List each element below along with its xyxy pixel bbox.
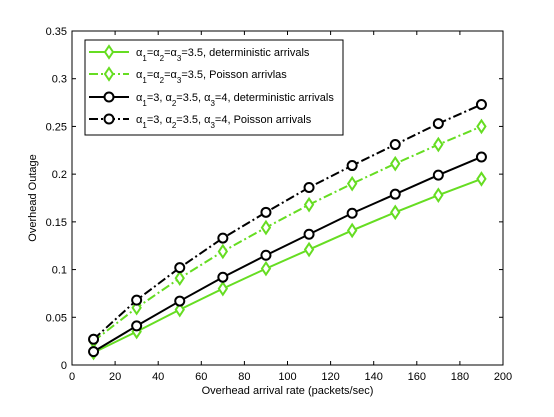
x-tick-label: 100 bbox=[278, 371, 296, 383]
legend: α1=α2=α3=3.5, deterministic arrivals α1=α… bbox=[84, 39, 344, 136]
series-layer bbox=[88, 98, 487, 361]
legend-label: α1=α2=α3=3.5, deterministic arrivals bbox=[136, 47, 310, 63]
legend-marker bbox=[103, 66, 115, 82]
diamond-marker bbox=[303, 241, 315, 258]
series-line bbox=[93, 156, 482, 353]
legend-entry: α1=3, α2=3.5, α3=4, deterministic arriva… bbox=[89, 91, 334, 108]
circle-marker bbox=[88, 346, 100, 358]
circle-marker bbox=[303, 182, 315, 194]
circle-marker bbox=[88, 333, 100, 345]
diamond-marker bbox=[433, 187, 444, 203]
x-axis-label: Overhead arrival rate (packets/sec) bbox=[202, 385, 374, 397]
circle-marker bbox=[217, 232, 229, 244]
diamond-marker bbox=[260, 219, 272, 236]
diamond-marker bbox=[476, 171, 487, 187]
legend-label: α1=3, α2=3.5, α3=4, Poisson arrivals bbox=[136, 114, 312, 130]
y-tick-label: 0.1 bbox=[52, 265, 67, 277]
circle-marker bbox=[432, 118, 444, 130]
circle-marker bbox=[217, 271, 229, 283]
diamond-marker bbox=[476, 118, 487, 135]
x-tick-label: 140 bbox=[365, 371, 383, 383]
legend-entry: α1=α2=α3=3.5, Poisson arrivlas bbox=[89, 66, 287, 85]
x-tick-label: 20 bbox=[109, 371, 121, 383]
x-tick-label: 0 bbox=[69, 371, 75, 383]
y-tick-label: 0.3 bbox=[52, 74, 67, 86]
y-tick-label: 0 bbox=[61, 360, 67, 372]
circle-marker bbox=[389, 139, 401, 151]
diamond-marker bbox=[260, 260, 272, 277]
y-tick-label: 0.25 bbox=[46, 121, 67, 133]
legend-entry: α1=3, α2=3.5, α3=4, Poisson arrivals bbox=[89, 113, 312, 130]
circle-marker bbox=[131, 294, 143, 306]
diamond-marker bbox=[390, 204, 401, 221]
x-tick-label: 60 bbox=[195, 371, 207, 383]
x-tick-label: 180 bbox=[451, 371, 469, 383]
series-line bbox=[92, 125, 482, 342]
legend-marker bbox=[103, 113, 115, 125]
diamond-marker bbox=[390, 155, 401, 172]
circle-marker bbox=[260, 206, 272, 218]
circle-marker bbox=[475, 151, 487, 163]
x-tick-label: 80 bbox=[238, 371, 250, 383]
diamond-marker bbox=[217, 243, 229, 260]
y-tick-label: 0.35 bbox=[46, 26, 67, 38]
diamond-marker bbox=[174, 301, 185, 318]
circle-marker bbox=[432, 169, 444, 181]
y-tick-label: 0.05 bbox=[46, 312, 67, 324]
diamond-marker bbox=[346, 222, 358, 239]
circle-marker bbox=[346, 207, 358, 219]
circle-marker bbox=[174, 295, 186, 307]
legend-label: α1=3, α2=3.5, α3=4, deterministic arriva… bbox=[136, 92, 334, 108]
circle-marker bbox=[389, 188, 401, 200]
circle-marker bbox=[475, 98, 487, 110]
circle-marker bbox=[303, 228, 315, 240]
circle-marker bbox=[346, 160, 358, 172]
x-tick-label: 160 bbox=[408, 371, 426, 383]
legend-entry: α1=α2=α3=3.5, deterministic arrivals bbox=[89, 44, 310, 63]
x-tick-label: 120 bbox=[321, 371, 339, 383]
diamond-marker bbox=[346, 175, 358, 192]
series-4 bbox=[88, 98, 487, 345]
legend-marker bbox=[103, 44, 115, 60]
circle-marker bbox=[131, 320, 143, 332]
diamond-marker bbox=[174, 270, 185, 286]
series-line bbox=[92, 103, 482, 340]
legend-label: α1=α2=α3=3.5, Poisson arrivlas bbox=[136, 69, 287, 85]
axis-ticks: 0 20 40 60 80 100 120 140 160 180 200 0 0.05 0.1 0.15 0… bbox=[46, 26, 513, 383]
diamond-marker bbox=[303, 196, 315, 213]
y-tick-label: 0.2 bbox=[52, 169, 67, 181]
x-tick-label: 40 bbox=[152, 371, 164, 383]
diamond-marker bbox=[217, 280, 229, 297]
y-axis-label: Overhead Outage bbox=[27, 154, 39, 241]
legend-marker bbox=[103, 91, 115, 103]
series-line bbox=[93, 177, 482, 354]
circle-marker bbox=[260, 249, 272, 261]
circle-marker bbox=[174, 262, 186, 274]
series-3 bbox=[88, 151, 487, 358]
y-tick-label: 0.15 bbox=[46, 217, 67, 229]
diamond-marker bbox=[433, 136, 444, 153]
x-tick-label: 200 bbox=[494, 371, 512, 383]
